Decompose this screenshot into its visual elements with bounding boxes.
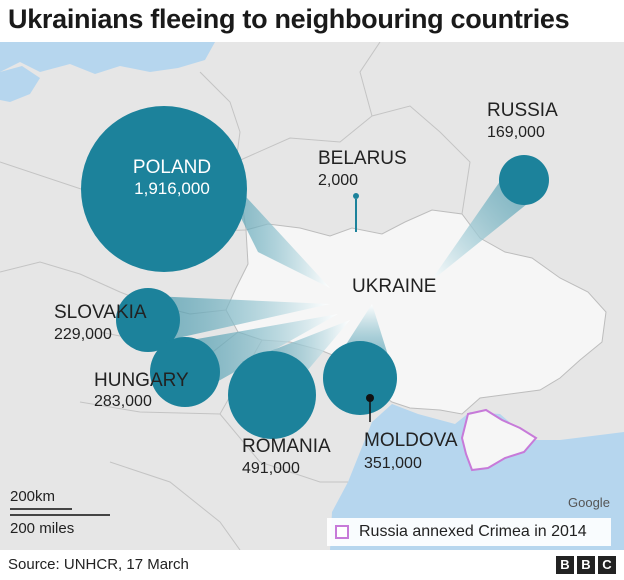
label-poland: POLAND [133,157,211,178]
source-text: Source: UNHCR, 17 March [8,556,189,573]
footer: Source: UNHCR, 17 March B B C [0,550,624,580]
crimea-legend-swatch [335,525,349,539]
flow-slovakia [152,296,330,342]
refugee-bubbles [81,106,549,439]
bubble-slovakia[interactable] [116,288,180,352]
crimea-legend: Russia annexed Crimea in 2014 [327,518,611,546]
bubble-moldova[interactable] [323,341,397,415]
map: POLAND 1,916,000 BELARUS 2,000 RUSSIA 16… [0,42,624,550]
bbc-logo: B B C [556,556,616,574]
label-russia: RUSSIA [487,100,558,121]
page-title: Ukrainians fleeing to neighbouring count… [8,4,570,34]
scale-bar-miles [10,514,110,516]
label-belarus: BELARUS [318,148,407,169]
value-romania: 491,000 [242,460,300,477]
value-belarus: 2,000 [318,172,358,189]
crimea-legend-text: Russia annexed Crimea in 2014 [359,523,587,540]
bubble-hungary[interactable] [150,337,220,407]
bubble-romania[interactable] [228,351,316,439]
bbc-logo-letter: B [556,556,574,574]
value-russia: 169,000 [487,124,545,141]
bubble-poland[interactable] [81,106,247,272]
crimea-territory [460,408,538,472]
label-ukraine: UKRAINE [352,276,436,297]
label-slovakia: SLOVAKIA [54,302,147,323]
label-moldova: MOLDOVA [364,430,458,451]
value-slovakia: 229,000 [54,326,112,343]
google-attribution: Google [568,495,610,510]
label-hungary: HUNGARY [94,370,189,391]
value-poland: 1,916,000 [134,179,210,198]
baltic-sea-inlet [0,66,40,102]
baltic-sea [0,42,215,74]
scale-bar-km [10,508,72,510]
scale-miles-label: 200 miles [10,520,75,537]
value-moldova: 351,000 [364,455,422,472]
bubble-belarus[interactable] [353,193,359,199]
label-romania: ROMANIA [242,436,331,457]
scale-km-label: 200km [10,488,56,505]
bubble-russia[interactable] [499,155,549,205]
bbc-logo-letter: C [598,556,616,574]
black-sea [330,404,624,550]
country-labels: POLAND 1,916,000 BELARUS 2,000 RUSSIA 16… [54,100,558,477]
value-hungary: 283,000 [94,393,152,410]
bbc-logo-letter: B [577,556,595,574]
